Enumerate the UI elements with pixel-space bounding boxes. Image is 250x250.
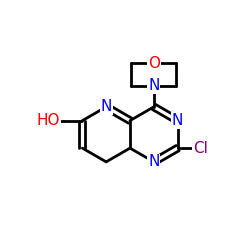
Text: N: N <box>148 154 160 170</box>
Text: O: O <box>148 56 160 70</box>
Text: HO: HO <box>36 113 60 128</box>
Text: N: N <box>100 99 112 114</box>
Text: N: N <box>172 113 183 128</box>
Text: N: N <box>148 78 160 93</box>
Text: Cl: Cl <box>193 140 208 156</box>
